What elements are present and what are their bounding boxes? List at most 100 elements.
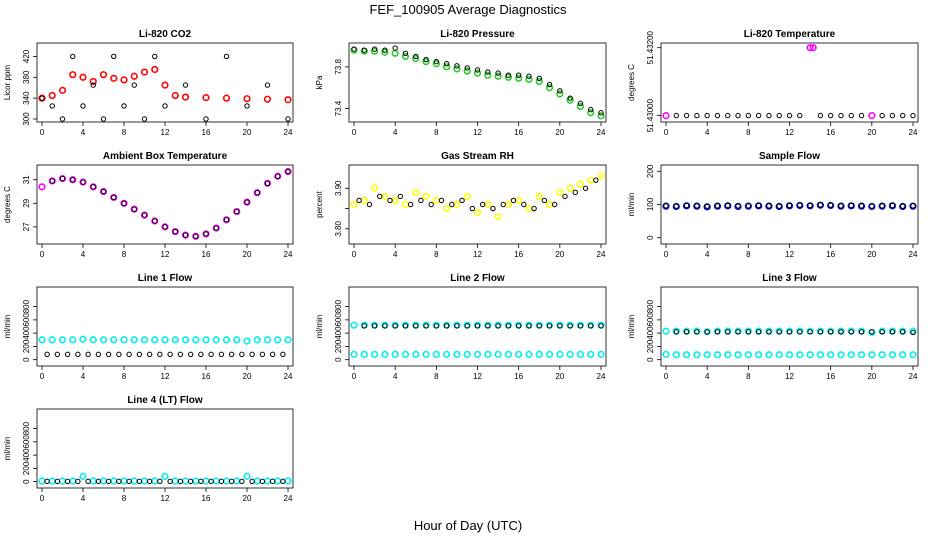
y-axis-label: ml/min bbox=[627, 193, 636, 217]
y-axis-label: kPa bbox=[315, 75, 324, 89]
data-point bbox=[285, 168, 291, 175]
data-point bbox=[100, 116, 107, 122]
data-point bbox=[244, 103, 250, 109]
data-point bbox=[744, 351, 752, 359]
data-point bbox=[694, 203, 700, 209]
data-point bbox=[58, 86, 67, 94]
data-point bbox=[422, 192, 430, 200]
panel-4: Ambient Box Temperature degrees C 0 4 8 12 16 2… bbox=[3, 151, 294, 259]
y-tick-label: 0 bbox=[22, 479, 31, 484]
x-tick-label: 0 bbox=[664, 128, 669, 137]
data-point bbox=[90, 82, 96, 88]
data-point bbox=[837, 351, 845, 359]
x-tick-label: 12 bbox=[785, 128, 794, 137]
data-point bbox=[140, 477, 149, 485]
data-point bbox=[724, 351, 732, 359]
data-point bbox=[284, 167, 292, 176]
data-point bbox=[177, 478, 184, 485]
data-point bbox=[391, 196, 399, 205]
data-point bbox=[827, 351, 835, 359]
data-point bbox=[212, 477, 220, 485]
data-point bbox=[177, 351, 184, 358]
data-point bbox=[662, 350, 670, 358]
data-point bbox=[576, 180, 585, 188]
data-point bbox=[397, 193, 404, 200]
data-point bbox=[598, 323, 604, 329]
data-point bbox=[889, 112, 896, 119]
data-point bbox=[234, 208, 240, 215]
y-tick-label: 380 bbox=[22, 70, 31, 84]
data-point bbox=[703, 328, 711, 336]
y-tick-label: 400 bbox=[22, 326, 31, 340]
x-tick-label: 24 bbox=[284, 250, 293, 259]
data-point bbox=[120, 199, 128, 207]
data-point bbox=[473, 69, 482, 77]
data-point bbox=[413, 323, 419, 329]
data-point bbox=[566, 350, 574, 358]
data-point bbox=[48, 336, 56, 344]
data-point bbox=[140, 68, 149, 76]
data-point bbox=[567, 95, 573, 101]
data-point bbox=[401, 52, 410, 61]
data-point bbox=[438, 197, 445, 204]
x-tick-label: 4 bbox=[705, 128, 710, 137]
data-point bbox=[99, 336, 108, 344]
data-point bbox=[755, 329, 762, 335]
data-point bbox=[525, 204, 533, 213]
data-point bbox=[350, 350, 358, 358]
data-point bbox=[222, 477, 231, 485]
data-point bbox=[99, 71, 108, 79]
data-point bbox=[90, 184, 96, 190]
data-point bbox=[673, 112, 679, 119]
data-point bbox=[69, 477, 77, 485]
y-tick-label: 200 bbox=[334, 339, 343, 353]
data-point bbox=[58, 477, 67, 485]
data-point bbox=[381, 48, 389, 56]
plot-frame bbox=[348, 42, 607, 123]
data-point bbox=[58, 174, 67, 183]
data-point bbox=[402, 323, 409, 329]
data-point bbox=[714, 112, 721, 119]
data-point bbox=[443, 350, 451, 358]
data-point bbox=[64, 478, 71, 485]
data-point bbox=[463, 192, 471, 200]
x-axis-title: Hour of Day (UTC) bbox=[413, 518, 523, 533]
data-point bbox=[59, 175, 66, 182]
y-tick-label: 340 bbox=[22, 91, 31, 105]
data-point bbox=[38, 183, 46, 191]
data-point bbox=[136, 478, 143, 485]
data-point bbox=[99, 187, 108, 196]
data-point bbox=[817, 329, 824, 335]
data-point bbox=[80, 179, 86, 185]
data-point bbox=[162, 224, 168, 230]
data-point bbox=[121, 200, 127, 207]
data-point bbox=[889, 329, 896, 335]
x-tick-label: 8 bbox=[434, 250, 439, 259]
data-point bbox=[381, 192, 389, 200]
y-tick-label: 200 bbox=[22, 461, 31, 475]
data-point bbox=[182, 232, 189, 238]
data-point bbox=[120, 76, 128, 84]
data-point bbox=[433, 58, 440, 65]
data-point bbox=[360, 196, 368, 205]
data-point bbox=[70, 53, 76, 60]
data-point bbox=[899, 351, 907, 359]
data-point bbox=[453, 350, 461, 358]
data-point bbox=[879, 329, 885, 335]
data-point bbox=[130, 205, 138, 213]
data-point bbox=[48, 91, 56, 100]
y-axis-label: ml/min bbox=[627, 315, 636, 339]
y-tick-label: 200 bbox=[22, 339, 31, 353]
data-point bbox=[526, 323, 532, 329]
data-point bbox=[136, 351, 143, 358]
data-point bbox=[171, 477, 179, 485]
y-axis-label: Licor ppm bbox=[3, 65, 12, 100]
x-tick-label: 12 bbox=[473, 372, 482, 381]
data-point bbox=[428, 201, 434, 208]
data-point bbox=[89, 77, 97, 86]
x-tick-label: 20 bbox=[555, 372, 564, 381]
data-point bbox=[809, 44, 817, 52]
data-point bbox=[233, 336, 241, 344]
x-tick-label: 24 bbox=[284, 494, 293, 503]
panel-9: Line 3 Flow ml/min 0 4 8 12 16 20 24 0 20040060080… bbox=[627, 273, 919, 381]
